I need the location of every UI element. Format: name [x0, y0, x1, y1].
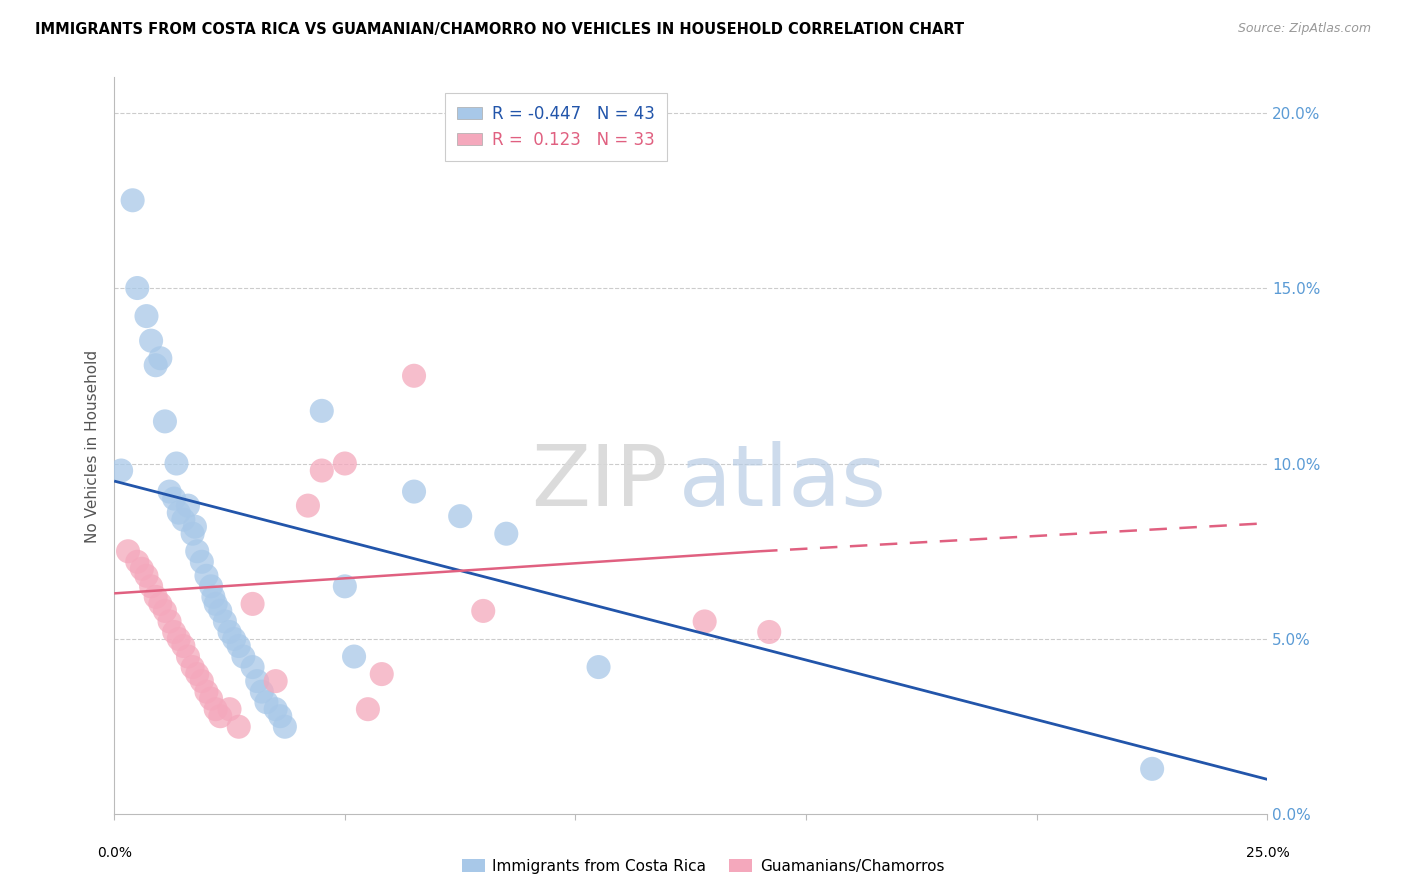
Point — [172, 639, 194, 653]
Point — [218, 624, 240, 639]
Point — [195, 569, 218, 583]
Point — [297, 499, 319, 513]
Point — [139, 334, 162, 348]
Point — [343, 649, 366, 664]
Point — [204, 597, 226, 611]
Point — [274, 720, 297, 734]
Point — [117, 544, 139, 558]
Point — [167, 632, 190, 646]
Legend: Immigrants from Costa Rica, Guamanians/Chamorros: Immigrants from Costa Rica, Guamanians/C… — [456, 853, 950, 880]
Text: ZIP: ZIP — [531, 442, 668, 524]
Legend: R = -0.447   N = 43, R =  0.123   N = 33: R = -0.447 N = 43, R = 0.123 N = 33 — [446, 93, 666, 161]
Point — [214, 615, 236, 629]
Point — [264, 674, 287, 689]
Text: IMMIGRANTS FROM COSTA RICA VS GUAMANIAN/CHAMORRO NO VEHICLES IN HOUSEHOLD CORREL: IMMIGRANTS FROM COSTA RICA VS GUAMANIAN/… — [35, 22, 965, 37]
Point — [153, 604, 176, 618]
Point — [149, 351, 172, 366]
Point — [228, 639, 250, 653]
Point — [166, 457, 188, 471]
Point — [472, 604, 495, 618]
Point — [110, 463, 132, 477]
Point — [254, 695, 277, 709]
Point — [758, 624, 780, 639]
Point — [159, 484, 181, 499]
Point — [131, 562, 153, 576]
Point — [167, 506, 190, 520]
Text: 25.0%: 25.0% — [1246, 846, 1289, 860]
Point — [181, 660, 204, 674]
Point — [269, 709, 291, 723]
Point — [177, 649, 200, 664]
Point — [191, 555, 214, 569]
Point — [191, 674, 214, 689]
Point — [177, 499, 200, 513]
Point — [159, 615, 181, 629]
Point — [371, 667, 394, 681]
Point — [135, 309, 157, 323]
Point — [449, 509, 471, 524]
Point — [209, 604, 232, 618]
Point — [246, 674, 269, 689]
Point — [121, 194, 143, 208]
Point — [202, 590, 225, 604]
Text: atlas: atlas — [679, 442, 887, 524]
Point — [181, 526, 204, 541]
Point — [153, 414, 176, 428]
Point — [135, 569, 157, 583]
Point — [232, 649, 254, 664]
Point — [333, 457, 356, 471]
Point — [163, 491, 186, 506]
Point — [145, 590, 167, 604]
Point — [200, 579, 222, 593]
Point — [184, 519, 207, 533]
Point — [495, 526, 517, 541]
Point — [195, 684, 218, 698]
Point — [224, 632, 246, 646]
Point — [145, 358, 167, 372]
Point — [200, 691, 222, 706]
Point — [139, 579, 162, 593]
Point — [242, 660, 264, 674]
Point — [250, 684, 273, 698]
Point — [127, 281, 149, 295]
Y-axis label: No Vehicles in Household: No Vehicles in Household — [86, 350, 100, 542]
Point — [186, 667, 208, 681]
Point — [402, 484, 425, 499]
Point — [357, 702, 380, 716]
Point — [218, 702, 240, 716]
Point — [228, 720, 250, 734]
Point — [186, 544, 208, 558]
Point — [693, 615, 716, 629]
Point — [209, 709, 232, 723]
Point — [127, 555, 149, 569]
Point — [204, 702, 226, 716]
Point — [264, 702, 287, 716]
Text: 0.0%: 0.0% — [97, 846, 132, 860]
Point — [163, 624, 186, 639]
Point — [172, 513, 194, 527]
Point — [333, 579, 356, 593]
Point — [1140, 762, 1163, 776]
Point — [588, 660, 610, 674]
Point — [311, 463, 333, 477]
Point — [242, 597, 264, 611]
Point — [402, 368, 425, 383]
Point — [311, 404, 333, 418]
Text: Source: ZipAtlas.com: Source: ZipAtlas.com — [1237, 22, 1371, 36]
Point — [149, 597, 172, 611]
